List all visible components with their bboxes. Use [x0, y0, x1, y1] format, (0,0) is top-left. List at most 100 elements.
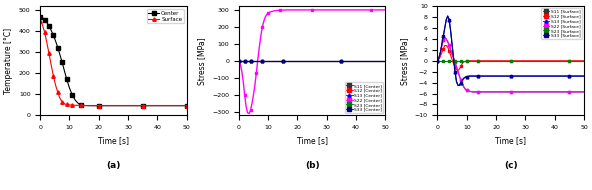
S33 [Surface] [450, 57, 457, 59]
S23 [Surface] [441, 60, 448, 62]
S33 [Surface] [478, 75, 485, 77]
Surface [46, 52, 53, 55]
S11 [Surface] [437, 51, 444, 54]
S33 [Surface] [466, 75, 473, 77]
S13 [Surface] [459, 79, 466, 81]
S22 [Surface] [484, 91, 491, 93]
S13 [Surface] [463, 75, 470, 78]
Surface [43, 38, 50, 40]
S23 [Surface] [536, 60, 543, 62]
Center [69, 94, 76, 97]
S23 [Surface] [435, 60, 442, 62]
Center [75, 102, 82, 105]
Surface [183, 104, 190, 107]
Surface [95, 104, 102, 107]
Line: S12 [Surface]: S12 [Surface] [436, 44, 585, 72]
S12 [Surface] [466, 60, 473, 62]
Text: (c): (c) [504, 161, 517, 170]
S22 [Surface] [458, 79, 465, 81]
S11 [Surface] [453, 66, 460, 68]
Surface [62, 103, 69, 105]
S12 [Surface] [444, 46, 451, 48]
S22 [Surface] [459, 83, 466, 85]
S12 [Surface] [536, 60, 543, 62]
S12 [Surface] [450, 62, 457, 65]
S13 [Surface] [443, 19, 450, 21]
S33 [Surface] [472, 75, 479, 77]
S33 [Surface] [434, 60, 441, 62]
Center [43, 20, 50, 23]
Line: S33 [Surface]: S33 [Surface] [436, 15, 585, 87]
S11 [Surface] [444, 40, 451, 43]
S23 [Surface] [455, 60, 462, 62]
S33 [Surface] [455, 84, 462, 86]
Center [66, 87, 73, 89]
S13 [Surface] [437, 51, 444, 54]
S12 [Surface] [434, 60, 441, 62]
Center [52, 38, 59, 40]
Surface [49, 68, 56, 70]
S11 [Surface] [447, 49, 454, 51]
S11 [Surface] [435, 57, 442, 59]
S13 [Surface] [472, 75, 479, 77]
Y-axis label: Temperature [°C]: Temperature [°C] [4, 28, 13, 94]
S13 [Surface] [438, 43, 445, 46]
S13 [Surface] [566, 75, 573, 77]
S12 [Surface] [551, 60, 558, 62]
S11 [Surface] [475, 91, 482, 93]
S12 [Surface] [472, 60, 479, 62]
Center [72, 99, 79, 101]
Surface [66, 104, 73, 106]
Center [183, 105, 190, 107]
S23 [Surface] [462, 60, 469, 62]
S11 [Surface] [452, 61, 459, 64]
S13 [Surface] [441, 27, 448, 29]
Surface [57, 98, 65, 101]
S12 [Surface] [566, 60, 573, 62]
S12 [Surface] [455, 70, 462, 72]
S12 [Surface] [443, 44, 450, 47]
S13 [Surface] [475, 75, 482, 77]
S11 [Surface] [463, 89, 470, 91]
Center [110, 105, 117, 107]
S11 [Surface] [472, 91, 479, 93]
Surface [63, 103, 70, 106]
S22 [Surface] [434, 60, 441, 62]
S33 [Surface] [441, 27, 448, 29]
S13 [Surface] [435, 57, 442, 59]
Center [81, 104, 88, 107]
S11 [Surface] [456, 75, 463, 77]
Surface [110, 104, 117, 107]
Surface [37, 20, 44, 22]
S22 [Surface] [453, 66, 460, 68]
S13 [Surface] [466, 75, 473, 77]
S23 [Surface] [440, 60, 447, 62]
S22 [Surface] [463, 89, 470, 91]
S22 [Surface] [507, 91, 514, 93]
S33 [Surface] [459, 79, 466, 81]
S12 [Surface] [462, 60, 469, 63]
Surface [124, 104, 131, 107]
S11 [Surface] [434, 60, 441, 62]
Surface [50, 75, 57, 77]
S12 [Surface] [456, 68, 463, 70]
X-axis label: Time [s]: Time [s] [495, 136, 526, 145]
S33 [Surface] [463, 75, 470, 78]
S13 [Surface] [440, 35, 447, 37]
S13 [Surface] [444, 15, 451, 17]
S11 [Surface] [507, 91, 514, 93]
S11 [Surface] [580, 91, 587, 93]
S22 [Surface] [475, 91, 482, 93]
S11 [Surface] [455, 70, 462, 73]
S13 [Surface] [469, 75, 476, 77]
Legend: S11 [Surface], S12 [Surface], S13 [Surface], S22 [Surface], S23 [Surface], S33 [: S11 [Surface], S12 [Surface], S13 [Surfa… [542, 8, 582, 39]
S22 [Surface] [469, 91, 476, 93]
Line: S22 [Surface]: S22 [Surface] [436, 36, 585, 93]
Center [62, 72, 69, 74]
S12 [Surface] [507, 60, 514, 62]
S13 [Surface] [580, 75, 587, 77]
S13 [Surface] [456, 84, 463, 86]
Center [86, 105, 94, 107]
Center [37, 16, 44, 18]
S12 [Surface] [522, 60, 529, 62]
